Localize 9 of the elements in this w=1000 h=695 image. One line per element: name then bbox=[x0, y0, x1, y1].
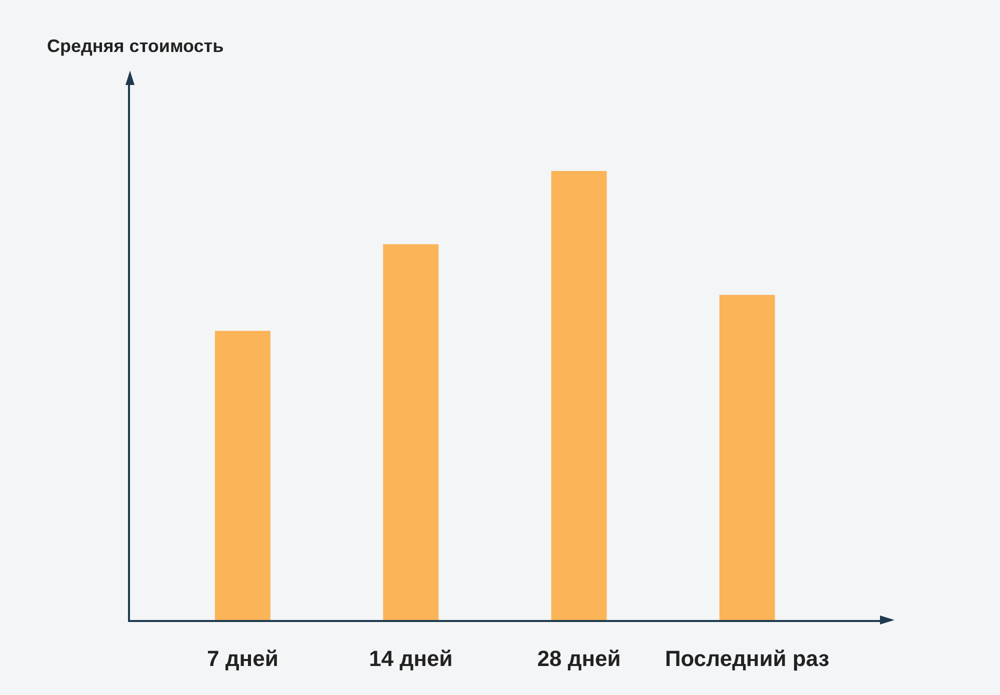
bar bbox=[214, 330, 270, 620]
x-tick-label: 14 дней bbox=[369, 646, 453, 672]
bar bbox=[719, 294, 775, 620]
x-tick-label: 28 дней bbox=[537, 646, 621, 672]
bar bbox=[551, 171, 607, 620]
text: Средняя стоимость bbox=[47, 36, 224, 56]
x-tick-label: Последний раз bbox=[664, 646, 830, 672]
bar bbox=[383, 244, 439, 620]
x-tick-label: 7 дней bbox=[206, 646, 278, 672]
